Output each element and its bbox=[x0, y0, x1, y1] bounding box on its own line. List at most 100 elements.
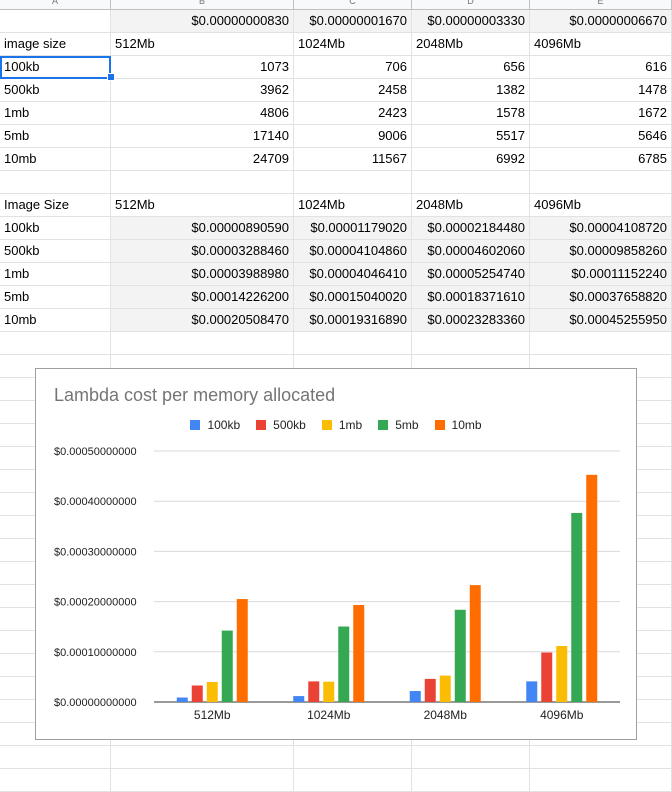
cost-header-cell[interactable]: Image Size bbox=[0, 194, 111, 217]
cost-value-cell[interactable]: $0.00023283360 bbox=[412, 309, 530, 332]
legend-item-5mb[interactable]: 5mb bbox=[378, 417, 419, 433]
duration-value-cell[interactable]: 2458 bbox=[294, 79, 412, 102]
cost-value-cell[interactable]: $0.00001179020 bbox=[294, 217, 412, 240]
cost-value-cell[interactable]: $0.00004108720 bbox=[530, 217, 672, 240]
price-cell[interactable]: $0.00000000830 bbox=[111, 10, 294, 33]
size-label-cell[interactable]: 1mb bbox=[0, 102, 111, 125]
duration-value-cell[interactable]: 2423 bbox=[294, 102, 412, 125]
legend-item-1mb[interactable]: 1mb bbox=[321, 417, 362, 433]
cost-value-cell[interactable]: $0.00020508470 bbox=[111, 309, 294, 332]
legend-item-10mb[interactable]: 10mb bbox=[434, 417, 482, 433]
duration-header-cell[interactable]: 4096Mb bbox=[530, 33, 672, 56]
empty-cell[interactable] bbox=[530, 746, 672, 769]
cost-value-cell[interactable]: $0.00000890590 bbox=[111, 217, 294, 240]
duration-header-cell[interactable]: image size bbox=[0, 33, 111, 56]
cost-header-cell[interactable]: 2048Mb bbox=[412, 194, 530, 217]
cost-value-cell[interactable]: $0.00019316890 bbox=[294, 309, 412, 332]
cost-value-cell[interactable]: $0.00037658820 bbox=[530, 286, 672, 309]
empty-cell[interactable] bbox=[530, 171, 672, 194]
embedded-chart[interactable]: Lambda cost per memory allocated 100kb 50… bbox=[35, 368, 637, 740]
cost-header-cell[interactable]: 4096Mb bbox=[530, 194, 672, 217]
size-label-cell[interactable]: 500kb bbox=[0, 240, 111, 263]
legend-item-500kb[interactable]: 500kb bbox=[256, 417, 306, 433]
empty-cell[interactable] bbox=[111, 171, 294, 194]
cost-value-cell[interactable]: $0.00045255950 bbox=[530, 309, 672, 332]
column-header-b[interactable]: B bbox=[111, 0, 294, 10]
duration-value-cell[interactable]: 1478 bbox=[530, 79, 672, 102]
cost-value-cell[interactable]: $0.00002184480 bbox=[412, 217, 530, 240]
cost-value-cell[interactable]: $0.00003988980 bbox=[111, 263, 294, 286]
duration-value-cell[interactable]: 4806 bbox=[111, 102, 294, 125]
size-label-cell[interactable]: 500kb bbox=[0, 79, 111, 102]
cost-value-cell[interactable]: $0.00009858260 bbox=[530, 240, 672, 263]
size-label-cell[interactable]: 10mb bbox=[0, 148, 111, 171]
duration-header-cell[interactable]: 512Mb bbox=[111, 33, 294, 56]
empty-cell[interactable] bbox=[530, 332, 672, 355]
legend-item-100kb[interactable]: 100kb bbox=[190, 417, 240, 433]
cost-value-cell[interactable]: $0.00018371610 bbox=[412, 286, 530, 309]
empty-cell[interactable] bbox=[0, 746, 111, 769]
bar-10mb-4096Mb bbox=[586, 474, 598, 702]
duration-value-cell[interactable]: 1073 bbox=[111, 56, 294, 79]
size-label-cell[interactable]: 100kb bbox=[0, 56, 111, 79]
cost-header-cell[interactable]: 1024Mb bbox=[294, 194, 412, 217]
y-tick-label: $0.00000000000 bbox=[54, 697, 137, 709]
empty-cell[interactable] bbox=[294, 746, 412, 769]
empty-cell[interactable] bbox=[294, 171, 412, 194]
cost-value-cell[interactable]: $0.00004104860 bbox=[294, 240, 412, 263]
duration-value-cell[interactable]: 706 bbox=[294, 56, 412, 79]
cost-value-cell[interactable]: $0.00004602060 bbox=[412, 240, 530, 263]
size-label-cell[interactable]: 5mb bbox=[0, 125, 111, 148]
empty-cell[interactable] bbox=[412, 332, 530, 355]
duration-value-cell[interactable]: 6992 bbox=[412, 148, 530, 171]
cost-value-cell[interactable]: $0.00003288460 bbox=[111, 240, 294, 263]
duration-value-cell[interactable]: 6785 bbox=[530, 148, 672, 171]
duration-value-cell[interactable]: 5517 bbox=[412, 125, 530, 148]
size-label-cell[interactable]: 5mb bbox=[0, 286, 111, 309]
cost-header-cell[interactable]: 512Mb bbox=[111, 194, 294, 217]
size-label-cell[interactable]: 1mb bbox=[0, 263, 111, 286]
duration-header-cell[interactable]: 2048Mb bbox=[412, 33, 530, 56]
size-label-cell[interactable]: 10mb bbox=[0, 309, 111, 332]
empty-cell[interactable] bbox=[0, 171, 111, 194]
cost-value-cell[interactable]: $0.00004046410 bbox=[294, 263, 412, 286]
column-header-c[interactable]: C bbox=[294, 0, 412, 10]
duration-value-cell[interactable]: 1578 bbox=[412, 102, 530, 125]
cost-value-cell[interactable]: $0.00015040020 bbox=[294, 286, 412, 309]
column-header-e[interactable]: E bbox=[530, 0, 672, 10]
size-label-cell[interactable]: 100kb bbox=[0, 217, 111, 240]
empty-cell[interactable] bbox=[0, 769, 111, 792]
empty-cell[interactable] bbox=[0, 332, 111, 355]
empty-cell[interactable] bbox=[412, 746, 530, 769]
duration-value-cell[interactable]: 1382 bbox=[412, 79, 530, 102]
empty-cell[interactable] bbox=[294, 332, 412, 355]
selection-fill-handle[interactable] bbox=[107, 73, 115, 81]
duration-value-cell[interactable]: 17140 bbox=[111, 125, 294, 148]
duration-value-cell[interactable]: 9006 bbox=[294, 125, 412, 148]
empty-cell[interactable] bbox=[294, 769, 412, 792]
empty-cell[interactable] bbox=[111, 332, 294, 355]
empty-cell[interactable] bbox=[530, 769, 672, 792]
column-header-a[interactable]: A bbox=[0, 0, 111, 10]
cell-empty[interactable] bbox=[0, 10, 111, 33]
price-cell[interactable]: $0.00000003330 bbox=[412, 10, 530, 33]
legend-label: 10mb bbox=[451, 418, 482, 432]
column-header-d[interactable]: D bbox=[412, 0, 530, 10]
cost-value-cell[interactable]: $0.00014226200 bbox=[111, 286, 294, 309]
empty-cell[interactable] bbox=[412, 769, 530, 792]
empty-cell[interactable] bbox=[111, 746, 294, 769]
cost-value-cell[interactable]: $0.00011152240 bbox=[530, 263, 672, 286]
cost-value-cell[interactable]: $0.00005254740 bbox=[412, 263, 530, 286]
duration-value-cell[interactable]: 11567 bbox=[294, 148, 412, 171]
duration-header-cell[interactable]: 1024Mb bbox=[294, 33, 412, 56]
empty-cell[interactable] bbox=[111, 769, 294, 792]
duration-value-cell[interactable]: 656 bbox=[412, 56, 530, 79]
empty-cell[interactable] bbox=[412, 171, 530, 194]
duration-value-cell[interactable]: 1672 bbox=[530, 102, 672, 125]
duration-value-cell[interactable]: 24709 bbox=[111, 148, 294, 171]
price-cell[interactable]: $0.00000006670 bbox=[530, 10, 672, 33]
duration-value-cell[interactable]: 3962 bbox=[111, 79, 294, 102]
duration-value-cell[interactable]: 5646 bbox=[530, 125, 672, 148]
duration-value-cell[interactable]: 616 bbox=[530, 56, 672, 79]
price-cell[interactable]: $0.00000001670 bbox=[294, 10, 412, 33]
